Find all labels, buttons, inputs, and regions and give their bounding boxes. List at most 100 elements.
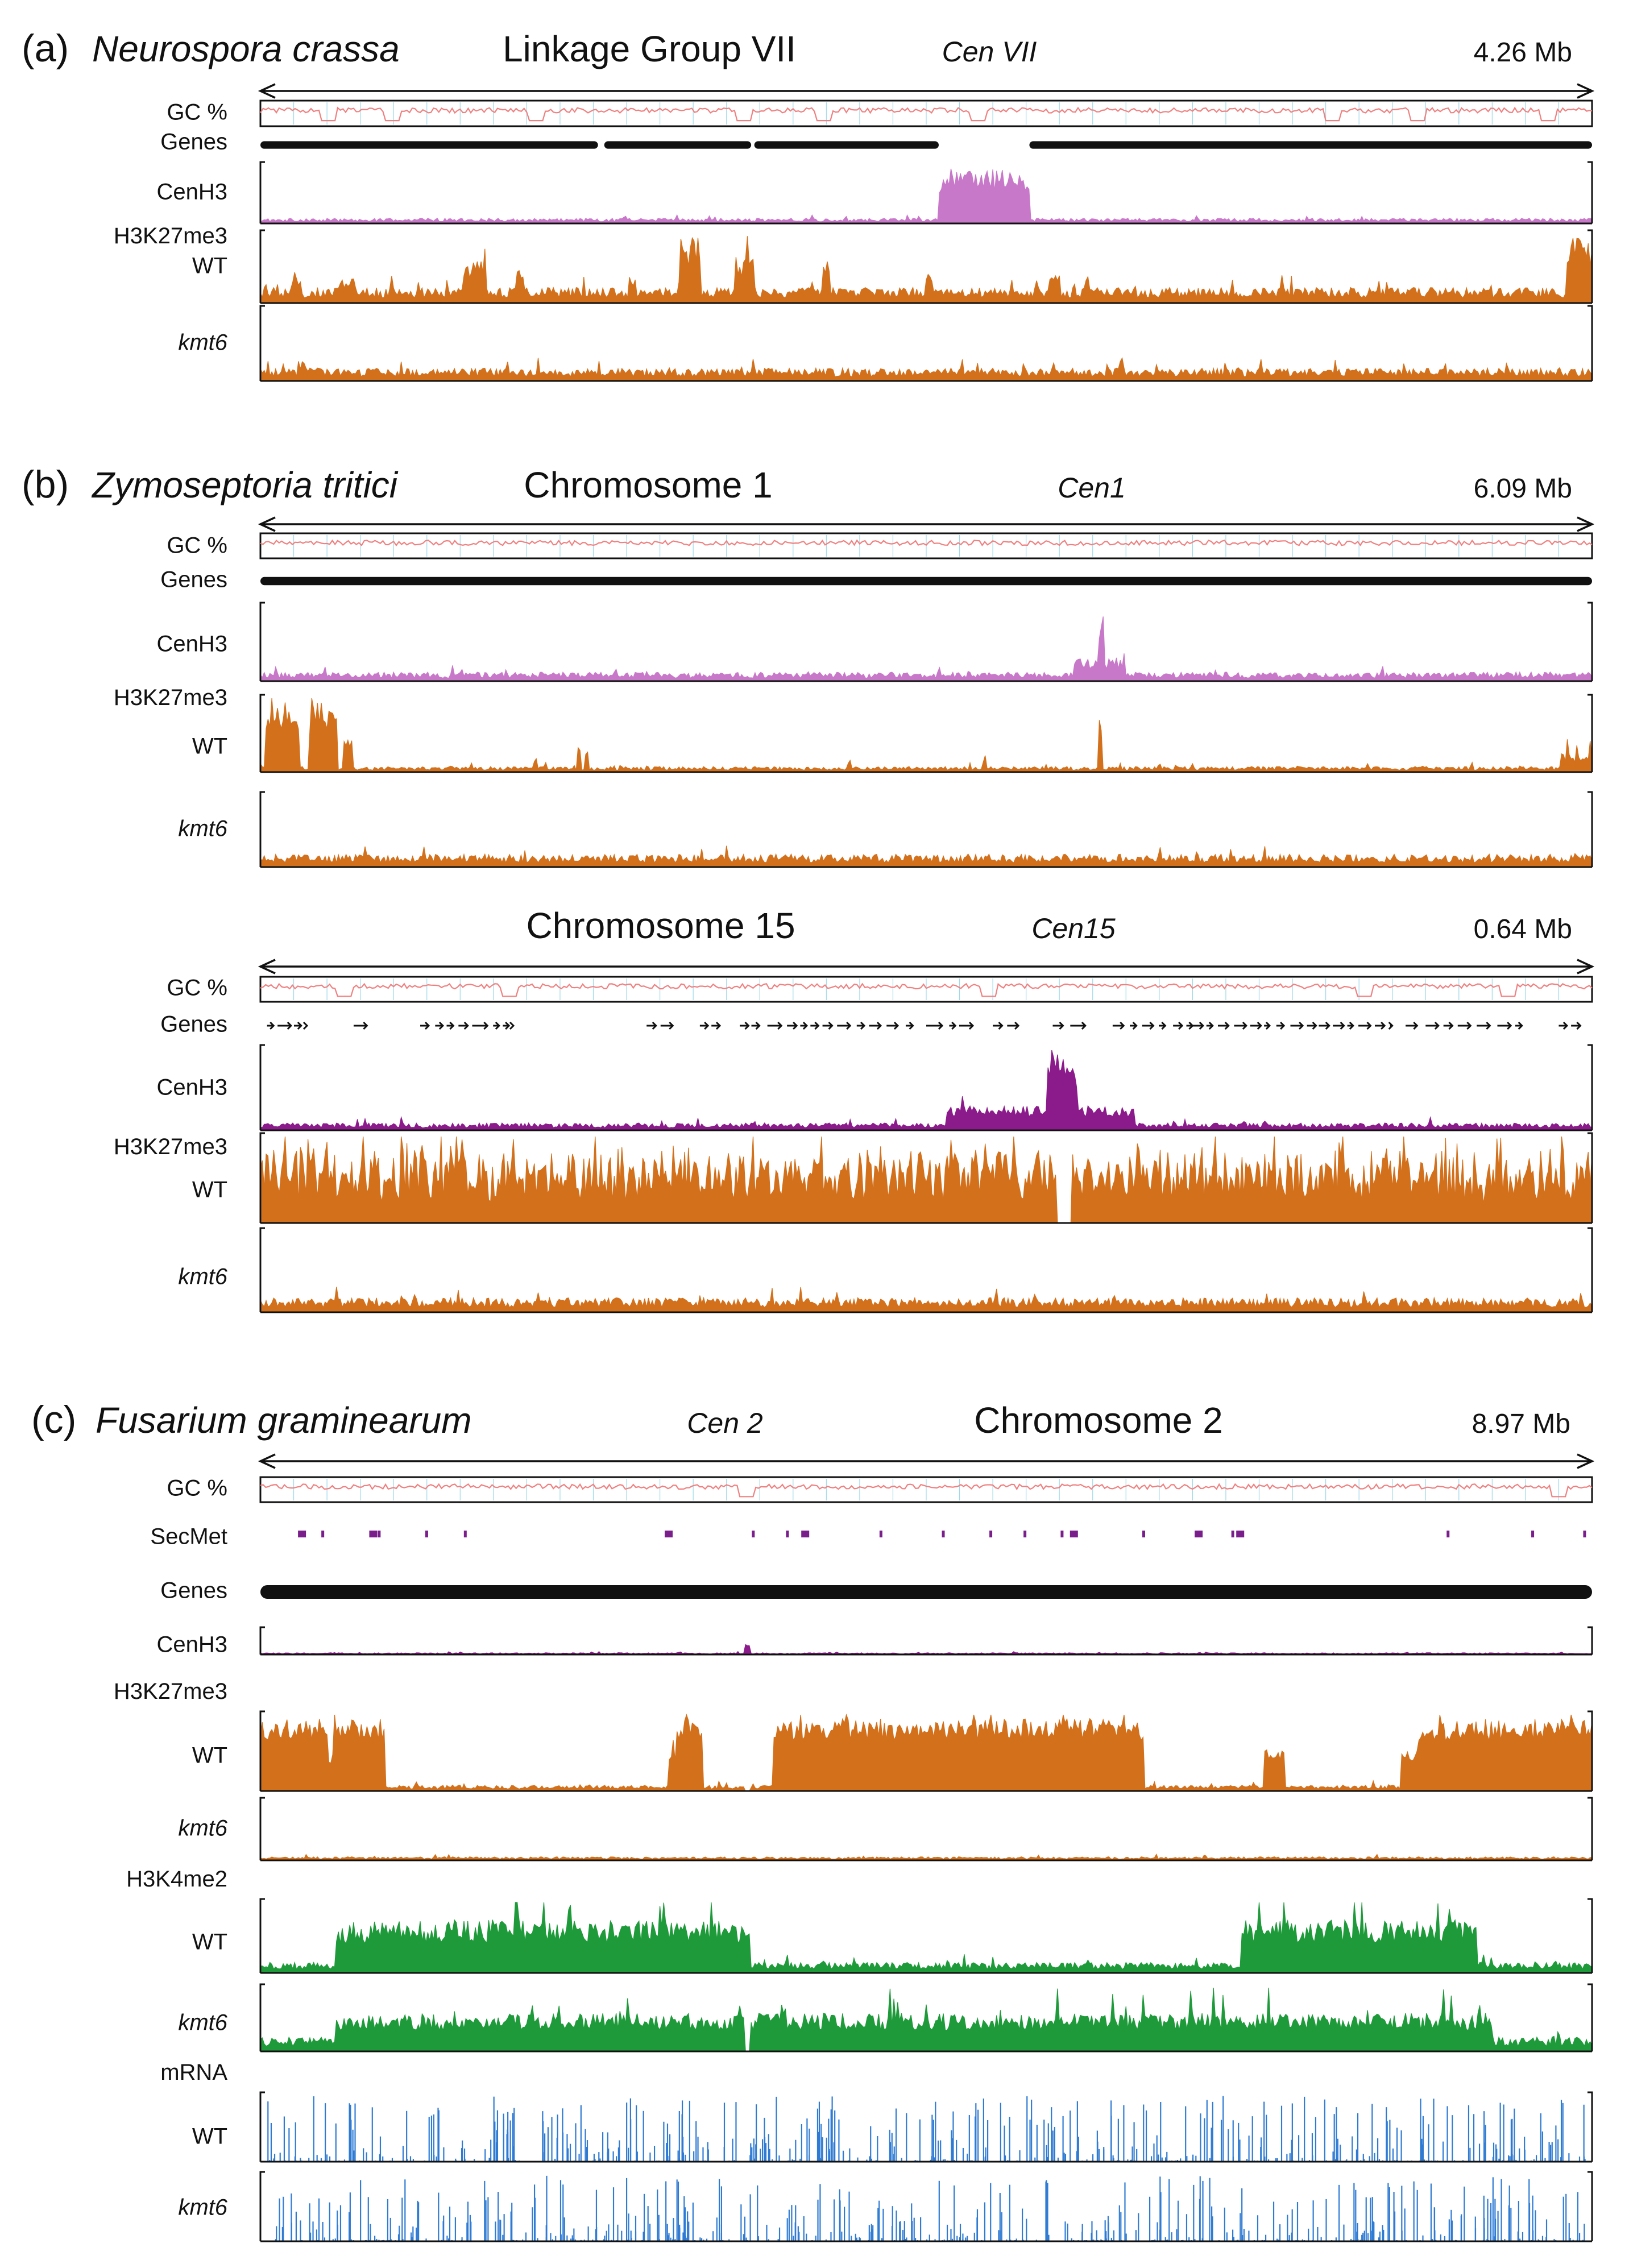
gene-strand-arrow bbox=[846, 1021, 852, 1030]
signal-profile bbox=[260, 1854, 1593, 1861]
secmet-cluster bbox=[665, 1531, 673, 1537]
gc-content-line bbox=[260, 982, 1593, 997]
centromere-label: Cen 2 bbox=[687, 1407, 763, 1439]
track-label: Genes bbox=[160, 130, 227, 155]
gene-strand-arrow bbox=[1349, 1021, 1354, 1030]
panel-label: (b) bbox=[22, 463, 69, 506]
secmet-cluster bbox=[378, 1531, 381, 1537]
secmet-cluster bbox=[879, 1531, 882, 1537]
secmet-cluster bbox=[321, 1531, 325, 1537]
gene-block bbox=[604, 141, 752, 149]
track-label: WT bbox=[192, 2124, 227, 2149]
secmet-cluster bbox=[942, 1531, 945, 1537]
genes-track bbox=[267, 1021, 1582, 1030]
centromere-label: Cen1 bbox=[1058, 472, 1126, 504]
signal-track bbox=[260, 1987, 1593, 2052]
gene-strand-arrow bbox=[1299, 1021, 1304, 1030]
arrowhead-right bbox=[1577, 516, 1595, 532]
track-left-bracket bbox=[259, 1898, 265, 1973]
secmet-cluster bbox=[298, 1531, 306, 1537]
chromosome-length: 0.64 Mb bbox=[1474, 914, 1572, 944]
gc-content-line bbox=[260, 539, 1593, 546]
arrowhead-right bbox=[1577, 959, 1595, 975]
arrowhead-right bbox=[1577, 83, 1595, 99]
gene-strand-arrow bbox=[951, 1021, 957, 1030]
track-left-bracket bbox=[259, 1710, 265, 1791]
chromosome-title: Chromosome 15 bbox=[526, 905, 795, 946]
signal-profile bbox=[260, 1050, 1593, 1131]
track-left-bracket bbox=[259, 305, 265, 381]
signal-track bbox=[260, 845, 1593, 868]
secmet-cluster bbox=[989, 1531, 993, 1537]
gene-strand-arrow bbox=[1132, 1021, 1138, 1030]
gene-strand-arrow bbox=[755, 1021, 761, 1030]
chromosome-length: 8.97 Mb bbox=[1472, 1409, 1570, 1439]
gene-strand-arrow bbox=[1388, 1021, 1394, 1030]
track-left-bracket bbox=[259, 2171, 265, 2241]
gene-strand-arrow bbox=[968, 1021, 975, 1030]
track-label: SecMet bbox=[150, 1524, 227, 1549]
gene-strand-arrow bbox=[1312, 1021, 1317, 1030]
gene-strand-arrow bbox=[1242, 1021, 1248, 1030]
gene-strand-arrow bbox=[1340, 1021, 1345, 1030]
signal-track bbox=[260, 168, 1593, 224]
secmet-cluster bbox=[1142, 1531, 1146, 1537]
arrowhead-left bbox=[258, 1453, 276, 1469]
gc-content-line bbox=[260, 1483, 1593, 1498]
track-group-label: H3K27me3 bbox=[114, 1679, 227, 1704]
chromosome-title: Linkage Group VII bbox=[503, 28, 796, 69]
gc-frame bbox=[259, 99, 1593, 127]
signal-track bbox=[260, 1713, 1593, 1792]
gene-strand-arrow bbox=[509, 1021, 515, 1030]
gene-strand-arrow bbox=[1466, 1021, 1472, 1030]
track-right-bracket bbox=[1587, 602, 1593, 681]
track-left-bracket bbox=[259, 1132, 265, 1223]
track-label: kmt6 bbox=[178, 1264, 227, 1290]
gene-strand-arrow bbox=[715, 1021, 722, 1030]
track-label: Genes bbox=[160, 1012, 227, 1037]
signal-profile bbox=[260, 1136, 1593, 1224]
chromosome-length: 4.26 Mb bbox=[1474, 38, 1572, 68]
secmet-cluster bbox=[1231, 1531, 1234, 1537]
gene-strand-arrow bbox=[1265, 1021, 1271, 1030]
signal-track bbox=[260, 356, 1593, 382]
gene-strand-arrow bbox=[1120, 1021, 1125, 1030]
signal-track bbox=[260, 1902, 1593, 1973]
secmet-track bbox=[298, 1531, 1586, 1537]
track-right-bracket bbox=[1587, 1044, 1593, 1130]
signal-track bbox=[260, 698, 1593, 773]
gene-strand-arrow bbox=[814, 1021, 820, 1030]
gene-strand-arrow bbox=[909, 1021, 914, 1030]
gene-strand-arrow bbox=[652, 1021, 657, 1030]
arrowhead-left bbox=[258, 83, 276, 99]
gene-strand-arrow bbox=[1208, 1021, 1214, 1030]
gene-strand-arrow bbox=[1413, 1021, 1419, 1030]
gene-strand-arrow bbox=[893, 1021, 900, 1030]
gene-strand-arrow bbox=[463, 1021, 469, 1030]
gene-strand-arrow bbox=[669, 1021, 674, 1030]
gc-track bbox=[259, 1476, 1593, 1503]
mrna-track bbox=[275, 2175, 1585, 2241]
genes-track bbox=[260, 1585, 1592, 1599]
genes-track bbox=[260, 141, 1592, 149]
track-left-bracket bbox=[259, 1044, 265, 1130]
gene-strand-arrow bbox=[438, 1021, 445, 1030]
track-right-bracket bbox=[1587, 791, 1593, 867]
gene-strand-arrow bbox=[1576, 1021, 1582, 1030]
gene-strand-arrow bbox=[1257, 1021, 1262, 1030]
signal-profile bbox=[260, 616, 1593, 682]
gene-strand-arrow bbox=[1518, 1021, 1523, 1030]
secmet-cluster bbox=[1195, 1531, 1203, 1537]
signal-profile bbox=[260, 356, 1593, 382]
track-label: GC % bbox=[167, 100, 227, 125]
track-left-bracket bbox=[259, 2091, 265, 2162]
arrowhead-left bbox=[258, 959, 276, 975]
gc-track bbox=[259, 99, 1593, 127]
secmet-cluster bbox=[1531, 1531, 1535, 1537]
track-label: GC % bbox=[167, 1476, 227, 1501]
track-label: WT bbox=[192, 1743, 227, 1768]
track-label: kmt6 bbox=[178, 2195, 227, 2220]
track-label: CenH3 bbox=[156, 180, 227, 205]
gc-content-line bbox=[260, 106, 1593, 122]
secmet-cluster bbox=[1236, 1531, 1245, 1537]
